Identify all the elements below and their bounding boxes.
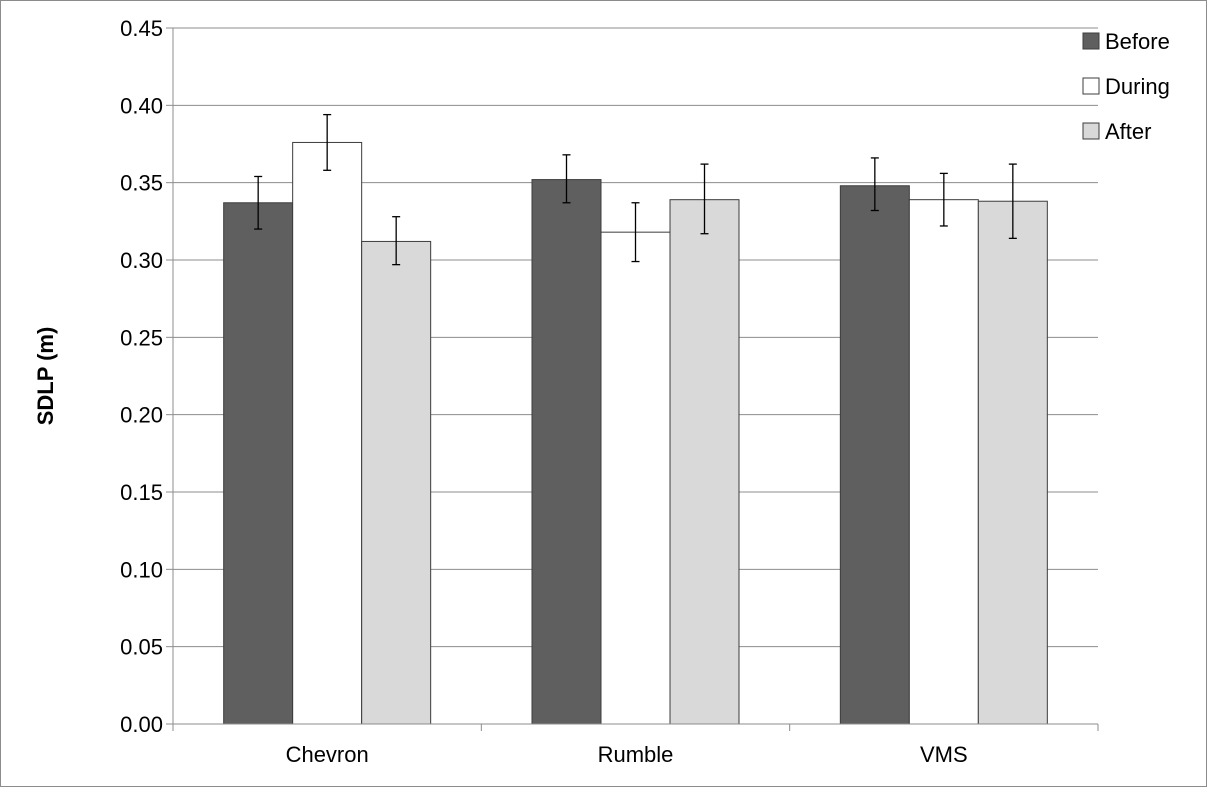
y-tick-label: 0.10 (120, 557, 163, 582)
axes (166, 27, 1099, 731)
y-tick-label: 0.30 (120, 248, 163, 273)
legend-item-before: Before (1082, 29, 1170, 54)
error-bars (254, 113, 1017, 266)
y-tick-label: 0.15 (120, 480, 163, 505)
x-tick-label: Chevron (286, 742, 369, 767)
error-bar (254, 175, 263, 230)
y-axis-title: SDLP (m) (33, 327, 58, 426)
legend-swatch (1082, 77, 1100, 95)
legend-swatch (1082, 122, 1100, 140)
y-tick-label: 0.25 (120, 325, 163, 350)
y-tick-label: 0.20 (120, 403, 163, 428)
error-bar (939, 172, 948, 227)
bar-during (292, 141, 363, 725)
y-tick-label: 0.05 (120, 635, 163, 660)
error-bar (700, 163, 709, 235)
bars (223, 141, 1048, 725)
bar-before (531, 179, 602, 725)
bar-after (669, 199, 740, 725)
x-tick-label: VMS (920, 742, 968, 767)
error-bar (631, 202, 640, 263)
error-bar (392, 216, 401, 266)
y-tick-label: 0.45 (120, 16, 163, 41)
y-tick-label: 0.35 (120, 171, 163, 196)
legend-label: After (1105, 119, 1151, 144)
y-tick-label: 0.40 (120, 93, 163, 118)
bar-before (839, 185, 910, 725)
y-tick-label: 0.00 (120, 712, 163, 737)
bar-after (361, 240, 432, 725)
bar-during (908, 199, 979, 725)
legend-label: During (1105, 74, 1170, 99)
legend-item-after: After (1082, 119, 1151, 144)
legend-swatch (1082, 32, 1100, 50)
legend-label: Before (1105, 29, 1170, 54)
error-bar (323, 113, 332, 171)
error-bar (870, 157, 879, 212)
bar-during (600, 231, 671, 725)
tick-labels: 0.00 0.05 0.10 0.15 0.20 0.25 0.30 0.35 0.40 0.45… (120, 16, 968, 767)
error-bar (1008, 163, 1017, 239)
error-bar (562, 154, 571, 204)
bar-after (977, 200, 1048, 725)
legend-item-during: During (1082, 74, 1170, 99)
x-tick-label: Rumble (598, 742, 674, 767)
bar-before (223, 202, 294, 725)
legend: Before During After (1082, 29, 1170, 144)
